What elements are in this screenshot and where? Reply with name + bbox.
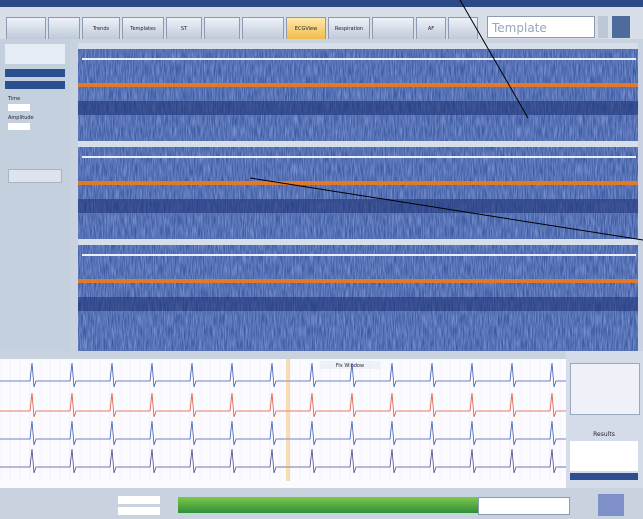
label: Amplitude: [8, 115, 34, 121]
results-table: [570, 441, 638, 471]
ecg-background: [0, 351, 566, 488]
band: [78, 101, 638, 115]
input[interactable]: [8, 123, 30, 130]
toolbar-button[interactable]: Respiration: [328, 17, 370, 41]
template-box: [570, 363, 640, 415]
toolbar-button[interactable]: [448, 17, 478, 41]
ecg-trace: [0, 420, 566, 446]
toolbar-button[interactable]: ECGView: [286, 17, 326, 41]
strip-separator: [78, 141, 638, 147]
results-title: Results: [593, 431, 615, 438]
status-bar: [0, 488, 643, 519]
results-footer: [570, 473, 638, 480]
title-bar: [0, 0, 643, 7]
left-panel: Time Amplitude: [0, 39, 70, 351]
toolbar-button[interactable]: Templates: [122, 17, 164, 41]
baseline-bar: [78, 279, 638, 283]
icon-button[interactable]: [612, 16, 630, 38]
ecg-trace: [0, 448, 566, 474]
strip-separator: [78, 43, 638, 49]
strip-view: [70, 39, 643, 351]
search-box[interactable]: Template Analysis: [487, 16, 595, 57]
toolbar-button[interactable]: [48, 17, 80, 41]
label: Time: [8, 96, 21, 102]
toolbar-button[interactable]: [6, 17, 46, 41]
section-header: [5, 81, 65, 89]
timeline-rest: [478, 497, 570, 515]
input[interactable]: [8, 104, 30, 111]
toolbar-button[interactable]: [242, 17, 284, 41]
ecg-trace: [0, 392, 566, 418]
strip-separator: [78, 239, 638, 245]
dropdown-button[interactable]: [598, 16, 608, 38]
toolbar-button[interactable]: ST: [166, 17, 202, 41]
band: [78, 199, 638, 213]
side-panel: Results: [566, 351, 643, 488]
baseline-bar: [78, 181, 638, 185]
timeline[interactable]: [178, 497, 478, 513]
toolbar-button[interactable]: [204, 17, 240, 41]
toolbar-button[interactable]: AF: [416, 17, 446, 41]
button[interactable]: [8, 169, 62, 183]
logo: [598, 494, 624, 516]
toolbar-button[interactable]: [372, 17, 414, 41]
select[interactable]: [118, 496, 160, 504]
toolbar-button[interactable]: Trends: [82, 17, 120, 41]
baseline-bar: [78, 83, 638, 87]
panel-item: [5, 44, 65, 64]
cursor: [286, 359, 290, 481]
select[interactable]: [118, 507, 160, 515]
ecg-trace: [0, 362, 566, 388]
band: [78, 297, 638, 311]
ecg-header: [0, 351, 566, 359]
ecg-panel: Fix Window: [0, 351, 566, 488]
toolbar: Trends Templates ST ECGView Respiration …: [0, 7, 643, 57]
section-header: [5, 69, 65, 77]
